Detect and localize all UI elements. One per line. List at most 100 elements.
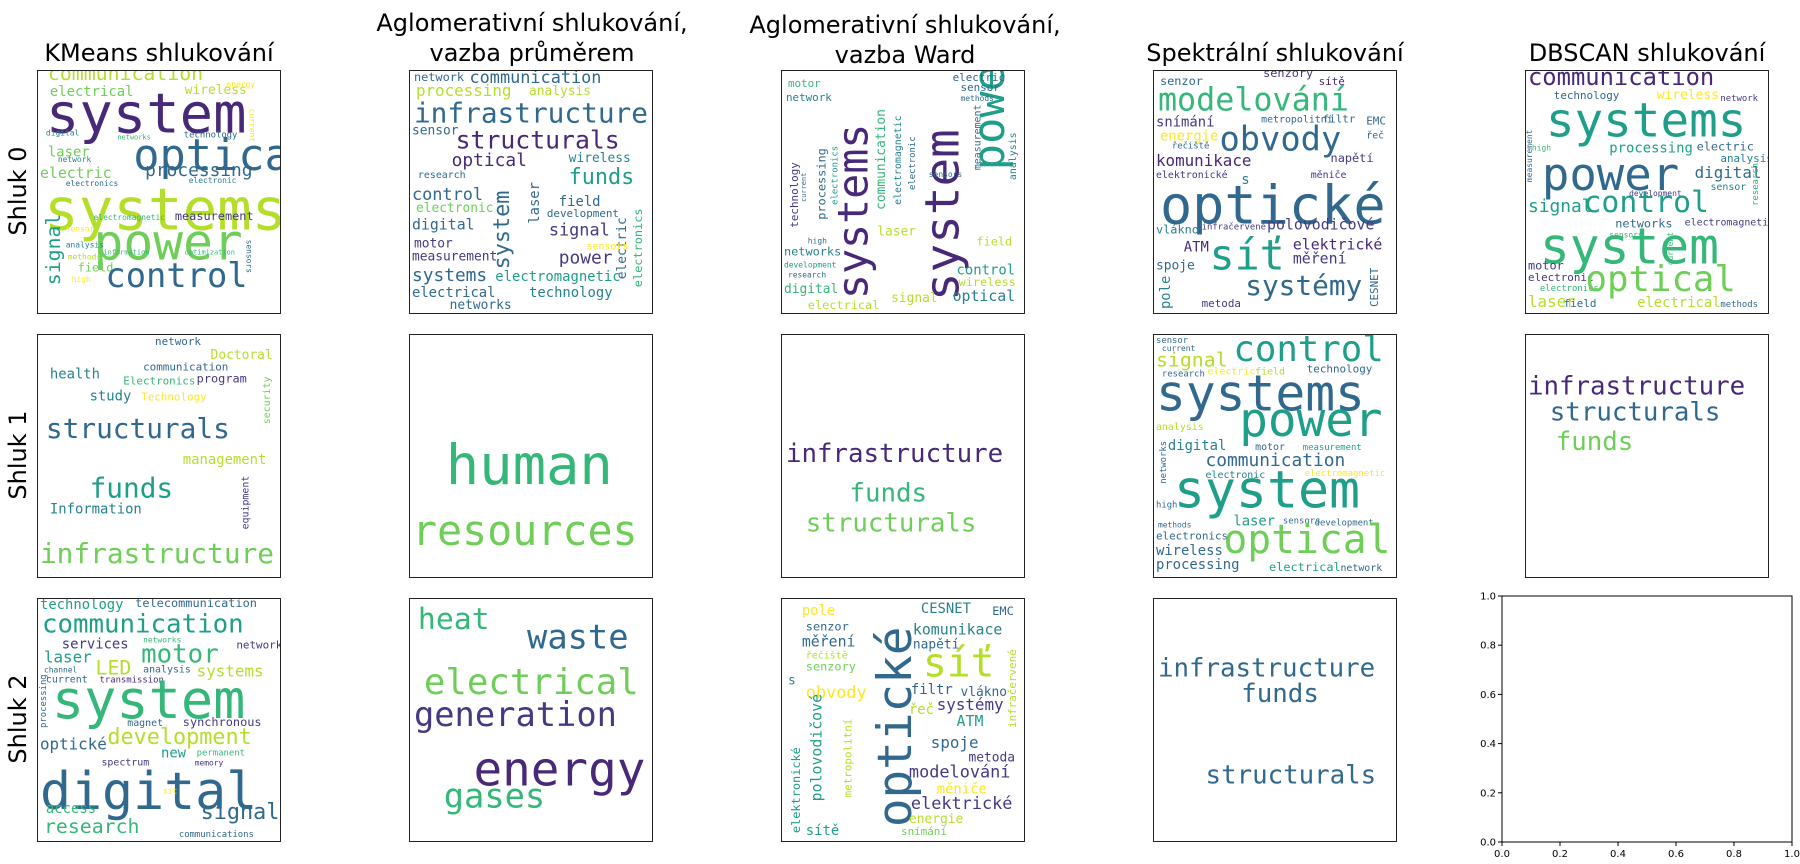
wordcloud-word: senzor — [806, 620, 849, 634]
wordcloud-word: control — [957, 262, 1015, 278]
wordcloud-word: měření — [1293, 249, 1347, 267]
wordcloud-word: program — [197, 372, 247, 386]
wordcloud-word: research — [1162, 370, 1205, 380]
wordcloud-word: electrical — [424, 662, 639, 703]
wordcloud-word: electronic — [1528, 271, 1594, 284]
wordcloud-word: analysis — [1156, 422, 1204, 433]
wordcloud-word: optické — [1160, 174, 1386, 237]
wordcloud-word: field — [976, 235, 1012, 249]
wordcloud-word: signal — [549, 220, 610, 240]
wordcloud-word: communication — [1206, 450, 1346, 471]
wordcloud-word: technology — [1307, 363, 1373, 376]
wordcloud-word: motor — [1255, 442, 1285, 453]
wordcloud-word: system — [52, 668, 245, 731]
wordcloud-word: magnet — [127, 718, 163, 729]
wordcloud-word: komunikace — [1156, 151, 1251, 170]
wordcloud-word: s — [788, 673, 796, 688]
wordcloud-svg: pole CESNET EMC senzor komunikace měření napět… — [788, 601, 1019, 839]
wordcloud-word: power — [94, 213, 243, 271]
wordcloud-word: funds — [849, 479, 927, 509]
wordcloud-word: energie — [1160, 128, 1218, 144]
wordcloud-svg: network Doctoral health communicationprogra… — [40, 335, 274, 570]
x-tick-label: 0.6 — [1668, 849, 1684, 860]
empty-axes: 0.0 0.2 0.4 0.6 0.8 1.0 0.0 0.2 0.4 0.6 0.8 1.0 — [1480, 592, 1800, 861]
wordcloud-word: network — [58, 155, 92, 164]
wordcloud-word: electrical — [50, 84, 134, 100]
wordcloud-word: electromagnetic — [495, 269, 620, 285]
wordcloud-word: obvody — [1219, 119, 1341, 158]
wordcloud-word: communication — [143, 361, 228, 374]
wordcloud-word: measurement — [175, 209, 254, 223]
wordcloud-word: electrical — [412, 285, 496, 301]
wordcloud-word: development — [107, 725, 251, 750]
wordcloud-word: systems — [1546, 93, 1747, 148]
wordcloud-word: electromagnetic — [94, 213, 166, 222]
wordcloud-word: Doctoral — [211, 348, 273, 363]
wordcloud-word: infračervené — [1202, 222, 1266, 233]
wordcloud-panel: sensor current control signal research electr… — [1153, 334, 1397, 578]
wordcloud-word: network — [1720, 94, 1758, 104]
y-tick-label: 0.0 — [1480, 838, 1496, 849]
wordcloud-word: gases — [444, 776, 546, 815]
wordcloud-word: signal — [1156, 349, 1228, 372]
wordcloud-panel: senzory senzor sítě modelování snímání metrop… — [1153, 70, 1397, 314]
wordcloud-word: pole — [1158, 276, 1174, 309]
wordcloud-word: control — [1584, 185, 1709, 220]
wordcloud-word: processing — [416, 81, 511, 100]
wordcloud-word: technology — [788, 162, 801, 228]
wordcloud-word: funds — [1556, 427, 1634, 457]
wordcloud-word: měniče — [937, 781, 987, 797]
y-tick-label: 1.0 — [1480, 592, 1496, 603]
wordcloud-word: electronic — [416, 201, 494, 216]
wordcloud-word: management — [183, 452, 267, 468]
wordcloud-panel: communication wireless energy electrical sys… — [37, 70, 281, 314]
wordcloud-word: processing — [145, 160, 252, 181]
wordcloud-word: electric — [615, 217, 630, 279]
wordcloud-word: power — [1239, 393, 1382, 448]
wordcloud-word: structurals — [1550, 397, 1721, 427]
wordcloud-word: electrical — [1637, 295, 1721, 311]
wordcloud-word: optical — [133, 131, 280, 181]
wordcloud-word: processing — [815, 148, 829, 220]
wordcloud-word: heat — [418, 602, 490, 637]
wordcloud-word: security — [262, 377, 273, 425]
wordcloud-word: wireless — [959, 275, 1016, 289]
wordcloud-word: měniče — [1311, 169, 1347, 181]
wordcloud-word: electronics — [66, 179, 118, 188]
wordcloud-word: information — [103, 248, 149, 256]
wordcloud-word: sensor — [66, 225, 95, 234]
column-title-agglomerative-ward: Aglomerativní shlukování, vazba Ward — [705, 10, 1105, 70]
wordcloud-word: power — [1542, 148, 1679, 201]
empty-axes-frame — [1501, 595, 1793, 843]
wordcloud-word: waste — [527, 618, 629, 657]
wordcloud-word: electronics — [1540, 284, 1599, 294]
wordcloud-word: řeč — [909, 702, 934, 718]
wordcloud-word: measurement — [972, 105, 983, 171]
wordcloud-word: electrical — [1269, 560, 1341, 574]
wordcloud-word: řeč — [1366, 129, 1384, 141]
wordcloud-word: senzory — [1263, 71, 1313, 80]
row-label-text: Shluk 2 — [4, 674, 32, 764]
column-title-text: Spektrální shlukování — [1146, 39, 1404, 67]
wordcloud-word: wireless — [1657, 88, 1719, 103]
wordcloud-word: infrastructure — [40, 537, 274, 570]
wordcloud-panel: motor network systems processing electronics… — [781, 70, 1025, 314]
wordcloud-word: laser — [1528, 292, 1576, 311]
wordcloud-panel: infrastructure funds structurals — [1153, 598, 1397, 842]
wordcloud-word: metropolitní — [841, 719, 854, 798]
wordcloud-word: motor — [788, 77, 821, 90]
wordcloud-word: current — [46, 674, 88, 685]
wordcloud-word: processing — [1609, 140, 1693, 156]
wordcloud-word: sensors — [244, 240, 253, 273]
wordcloud-word: systems — [197, 661, 264, 680]
wordcloud-word: electromagnetic — [1685, 218, 1768, 229]
wordcloud-word: methods — [68, 252, 101, 261]
wordcloud-word: optimization — [185, 248, 235, 256]
wordcloud-word: electronics — [831, 146, 841, 205]
wordcloud-word: electromagnetic — [893, 115, 904, 204]
wordcloud-word: memory — [195, 759, 224, 768]
wordcloud-word: structurals — [1206, 760, 1377, 790]
wordcloud-word: electronic — [189, 176, 237, 185]
